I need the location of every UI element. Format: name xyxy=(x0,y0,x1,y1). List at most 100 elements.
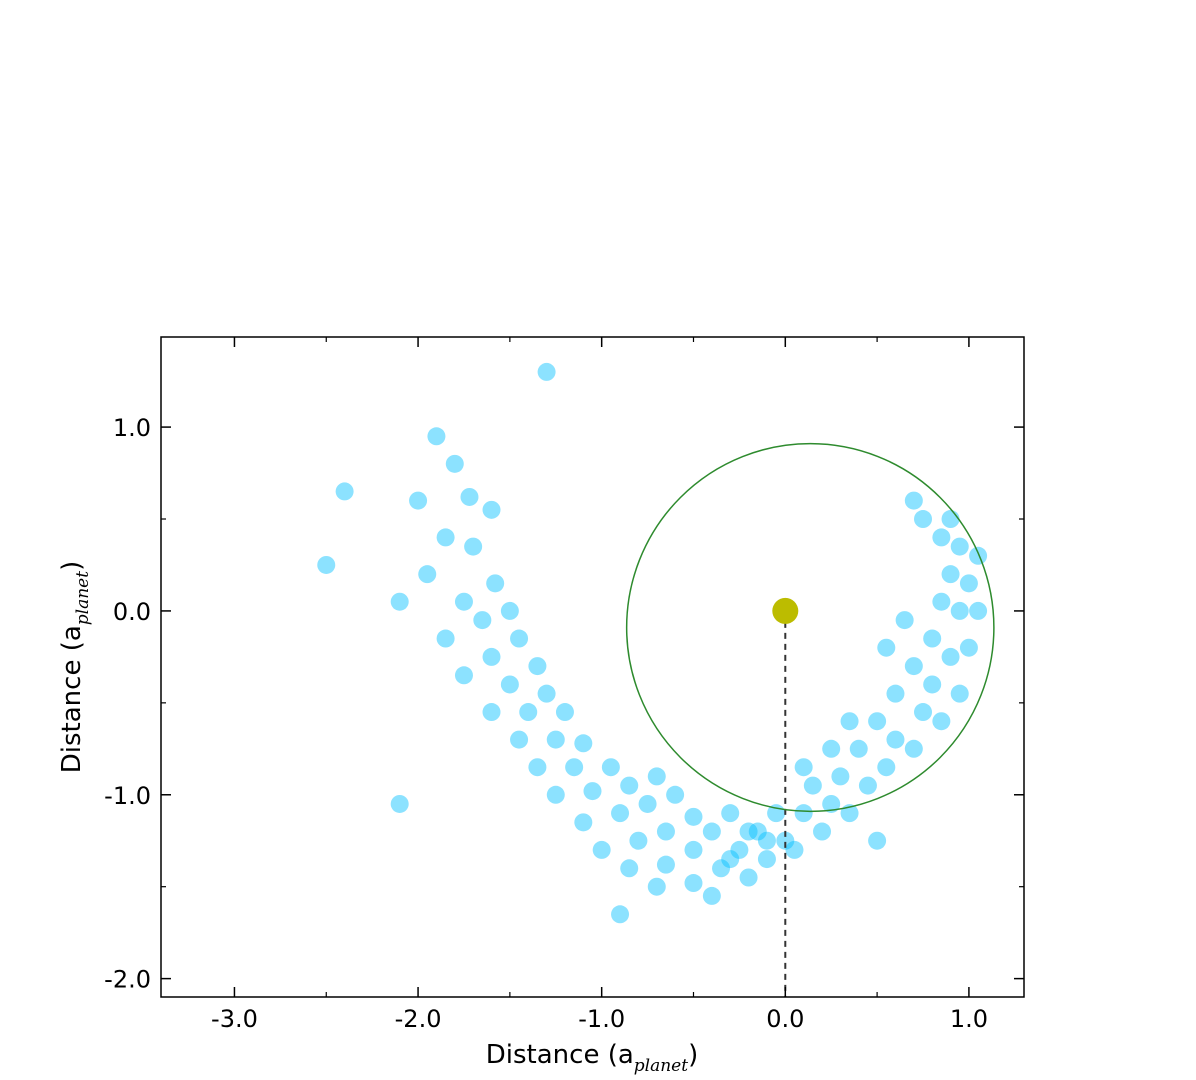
y-label-main: Distance (a xyxy=(57,625,87,773)
scatter-point xyxy=(895,611,914,630)
x-label-main: Distance (a xyxy=(486,1040,634,1070)
scatter-point xyxy=(666,785,685,804)
scatter-point xyxy=(868,712,887,731)
scatter-point xyxy=(904,739,923,758)
scatter-point xyxy=(638,794,657,813)
scatter-point xyxy=(436,629,455,648)
scatter-point xyxy=(390,592,409,611)
scatter-point xyxy=(776,831,795,850)
scatter-point xyxy=(647,767,666,786)
scatter-point xyxy=(537,684,556,703)
scatter-point xyxy=(546,785,565,804)
scatter-point xyxy=(849,739,868,758)
scatter-point xyxy=(500,601,519,620)
scatter-point xyxy=(684,807,703,826)
scatter-point xyxy=(858,776,877,795)
scatter-point xyxy=(592,840,611,859)
scatter-point xyxy=(473,611,492,630)
x-tick-label: -1.0 xyxy=(578,1005,625,1033)
scatter-point xyxy=(546,730,565,749)
scatter-point xyxy=(941,565,960,584)
scatter-point xyxy=(445,454,464,473)
y-tick-label: 1.0 xyxy=(113,414,151,442)
scatter-point xyxy=(460,487,479,506)
scatter-point xyxy=(813,822,832,841)
scatter-point xyxy=(574,813,593,832)
scatter-point xyxy=(510,730,529,749)
hill-circle xyxy=(625,442,995,813)
scatter-point xyxy=(950,537,969,556)
scatter-point xyxy=(721,804,740,823)
scatter-point xyxy=(684,874,703,893)
scatter-point xyxy=(730,840,749,859)
scatter-point xyxy=(739,822,758,841)
scatter-point xyxy=(794,804,813,823)
scatter-point xyxy=(519,703,538,722)
scatter-point xyxy=(923,675,942,694)
x-label-close: ) xyxy=(688,1040,698,1070)
scatter-point xyxy=(510,629,529,648)
plot-frame xyxy=(160,336,1025,998)
scatter-point xyxy=(464,537,483,556)
scatter-point xyxy=(950,684,969,703)
scatter-point xyxy=(335,482,354,501)
scatter-point xyxy=(482,647,501,666)
scatter-point xyxy=(647,877,666,896)
scatter-point xyxy=(601,758,620,777)
scatter-point xyxy=(822,739,841,758)
y-tick-label: 0.0 xyxy=(113,598,151,626)
y-axis-label: Distance (aplanet) xyxy=(57,561,93,773)
x-axis-label: Distance (aplanet) xyxy=(486,1040,698,1076)
y-tick-label: -2.0 xyxy=(104,966,151,994)
scatter-point xyxy=(840,712,859,731)
scatter-point xyxy=(904,657,923,676)
scatter-point xyxy=(486,574,505,593)
scatter-point xyxy=(739,868,758,887)
scatter-point xyxy=(941,647,960,666)
scatter-point xyxy=(574,734,593,753)
scatter-point xyxy=(877,758,896,777)
scatter-point xyxy=(656,822,675,841)
scatter-point xyxy=(969,546,988,565)
scatter-point xyxy=(555,703,574,722)
scatter-point xyxy=(877,638,896,657)
scatter-point xyxy=(721,850,740,869)
scatter-point xyxy=(427,427,446,446)
scatter-point xyxy=(454,592,473,611)
y-label-close: ) xyxy=(57,561,87,571)
scatter-point xyxy=(932,712,951,731)
scatter-point xyxy=(868,831,887,850)
scatter-point xyxy=(684,840,703,859)
scatter-point xyxy=(528,758,547,777)
scatter-point xyxy=(629,831,648,850)
scatter-point xyxy=(822,794,841,813)
scatter-point xyxy=(712,859,731,878)
x-tick-label: -2.0 xyxy=(395,1005,442,1033)
scatter-point xyxy=(620,859,639,878)
scatter-point xyxy=(959,638,978,657)
scatter-point xyxy=(482,500,501,519)
scatter-point xyxy=(757,831,776,850)
scatter-point xyxy=(950,601,969,620)
scatter-point xyxy=(794,758,813,777)
scatter-point xyxy=(886,730,905,749)
scatter-point xyxy=(702,886,721,905)
x-tick-label: -3.0 xyxy=(211,1005,258,1033)
scatter-point xyxy=(565,758,584,777)
scatter-point xyxy=(904,491,923,510)
scatter-point xyxy=(500,675,519,694)
scatter-point xyxy=(969,601,988,620)
scatter-point xyxy=(409,491,428,510)
x-tick-label: 0.0 xyxy=(766,1005,804,1033)
y-tick-label: -1.0 xyxy=(104,782,151,810)
scatter-point xyxy=(914,703,933,722)
scatter-point xyxy=(317,555,336,574)
scatter-point xyxy=(611,905,630,924)
scatter-point xyxy=(785,840,804,859)
scatter-point xyxy=(914,510,933,529)
y-label-sub: planet xyxy=(73,571,93,625)
scatter-point xyxy=(454,666,473,685)
scatter-point xyxy=(831,767,850,786)
scatter-point xyxy=(611,804,630,823)
